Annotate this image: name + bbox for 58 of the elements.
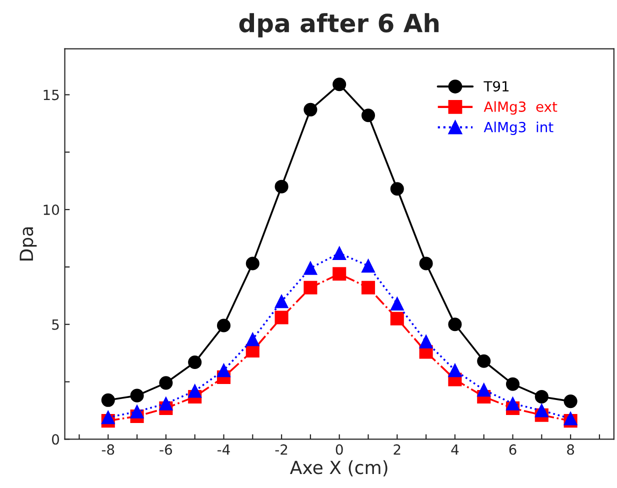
point [534,404,548,418]
point [390,312,404,326]
x-tick-label: -4 [218,444,230,455]
point [332,246,346,260]
point [130,388,144,402]
x-tick-label: -2 [275,444,288,455]
point [477,383,491,397]
x-tick-label: -8 [102,444,114,455]
point [477,354,491,368]
x-axis-title: Axe X (cm) [290,460,388,476]
point [159,396,173,410]
point [216,318,231,332]
legend-label: AlMg3 int [484,122,554,136]
x-tick-label: 4 [451,444,459,455]
x-tick-label: 2 [394,444,400,455]
point [332,267,346,281]
point [361,259,376,273]
point [390,182,404,196]
chart-title: dpa after 6 Ah [239,13,439,38]
point [274,294,288,308]
point [448,318,462,332]
point [534,390,548,404]
x-tick-label: 6 [509,444,516,455]
x-tick-label: 0 [336,444,343,455]
point [188,384,202,398]
point [130,404,144,418]
point [564,394,578,408]
point [246,332,260,346]
point [274,310,288,324]
y-tick-label: 0 [52,434,59,445]
y-tick-label: 15 [44,90,59,100]
x-tick-label: 8 [567,444,574,455]
point [332,78,346,92]
point [274,180,288,194]
point [159,376,173,390]
point [419,256,433,270]
legend-label: AlMg3 ext [484,101,558,115]
point [304,261,318,275]
legend-label: T91 [484,81,509,92]
point [246,256,260,270]
point [419,334,433,348]
point [216,364,231,378]
point [361,280,376,294]
point [506,396,520,410]
point [390,296,404,310]
y-axis-title: Dpa [20,227,37,260]
y-tick-label: 10 [44,204,59,216]
point [101,410,115,424]
point [361,108,376,122]
point [188,356,202,370]
x-tick-label: -6 [160,444,172,455]
point [304,280,318,294]
point [101,393,115,407]
point [448,364,462,378]
point [564,412,578,426]
y-tick-label: 5 [52,320,59,330]
point [506,377,520,391]
point [304,102,318,116]
